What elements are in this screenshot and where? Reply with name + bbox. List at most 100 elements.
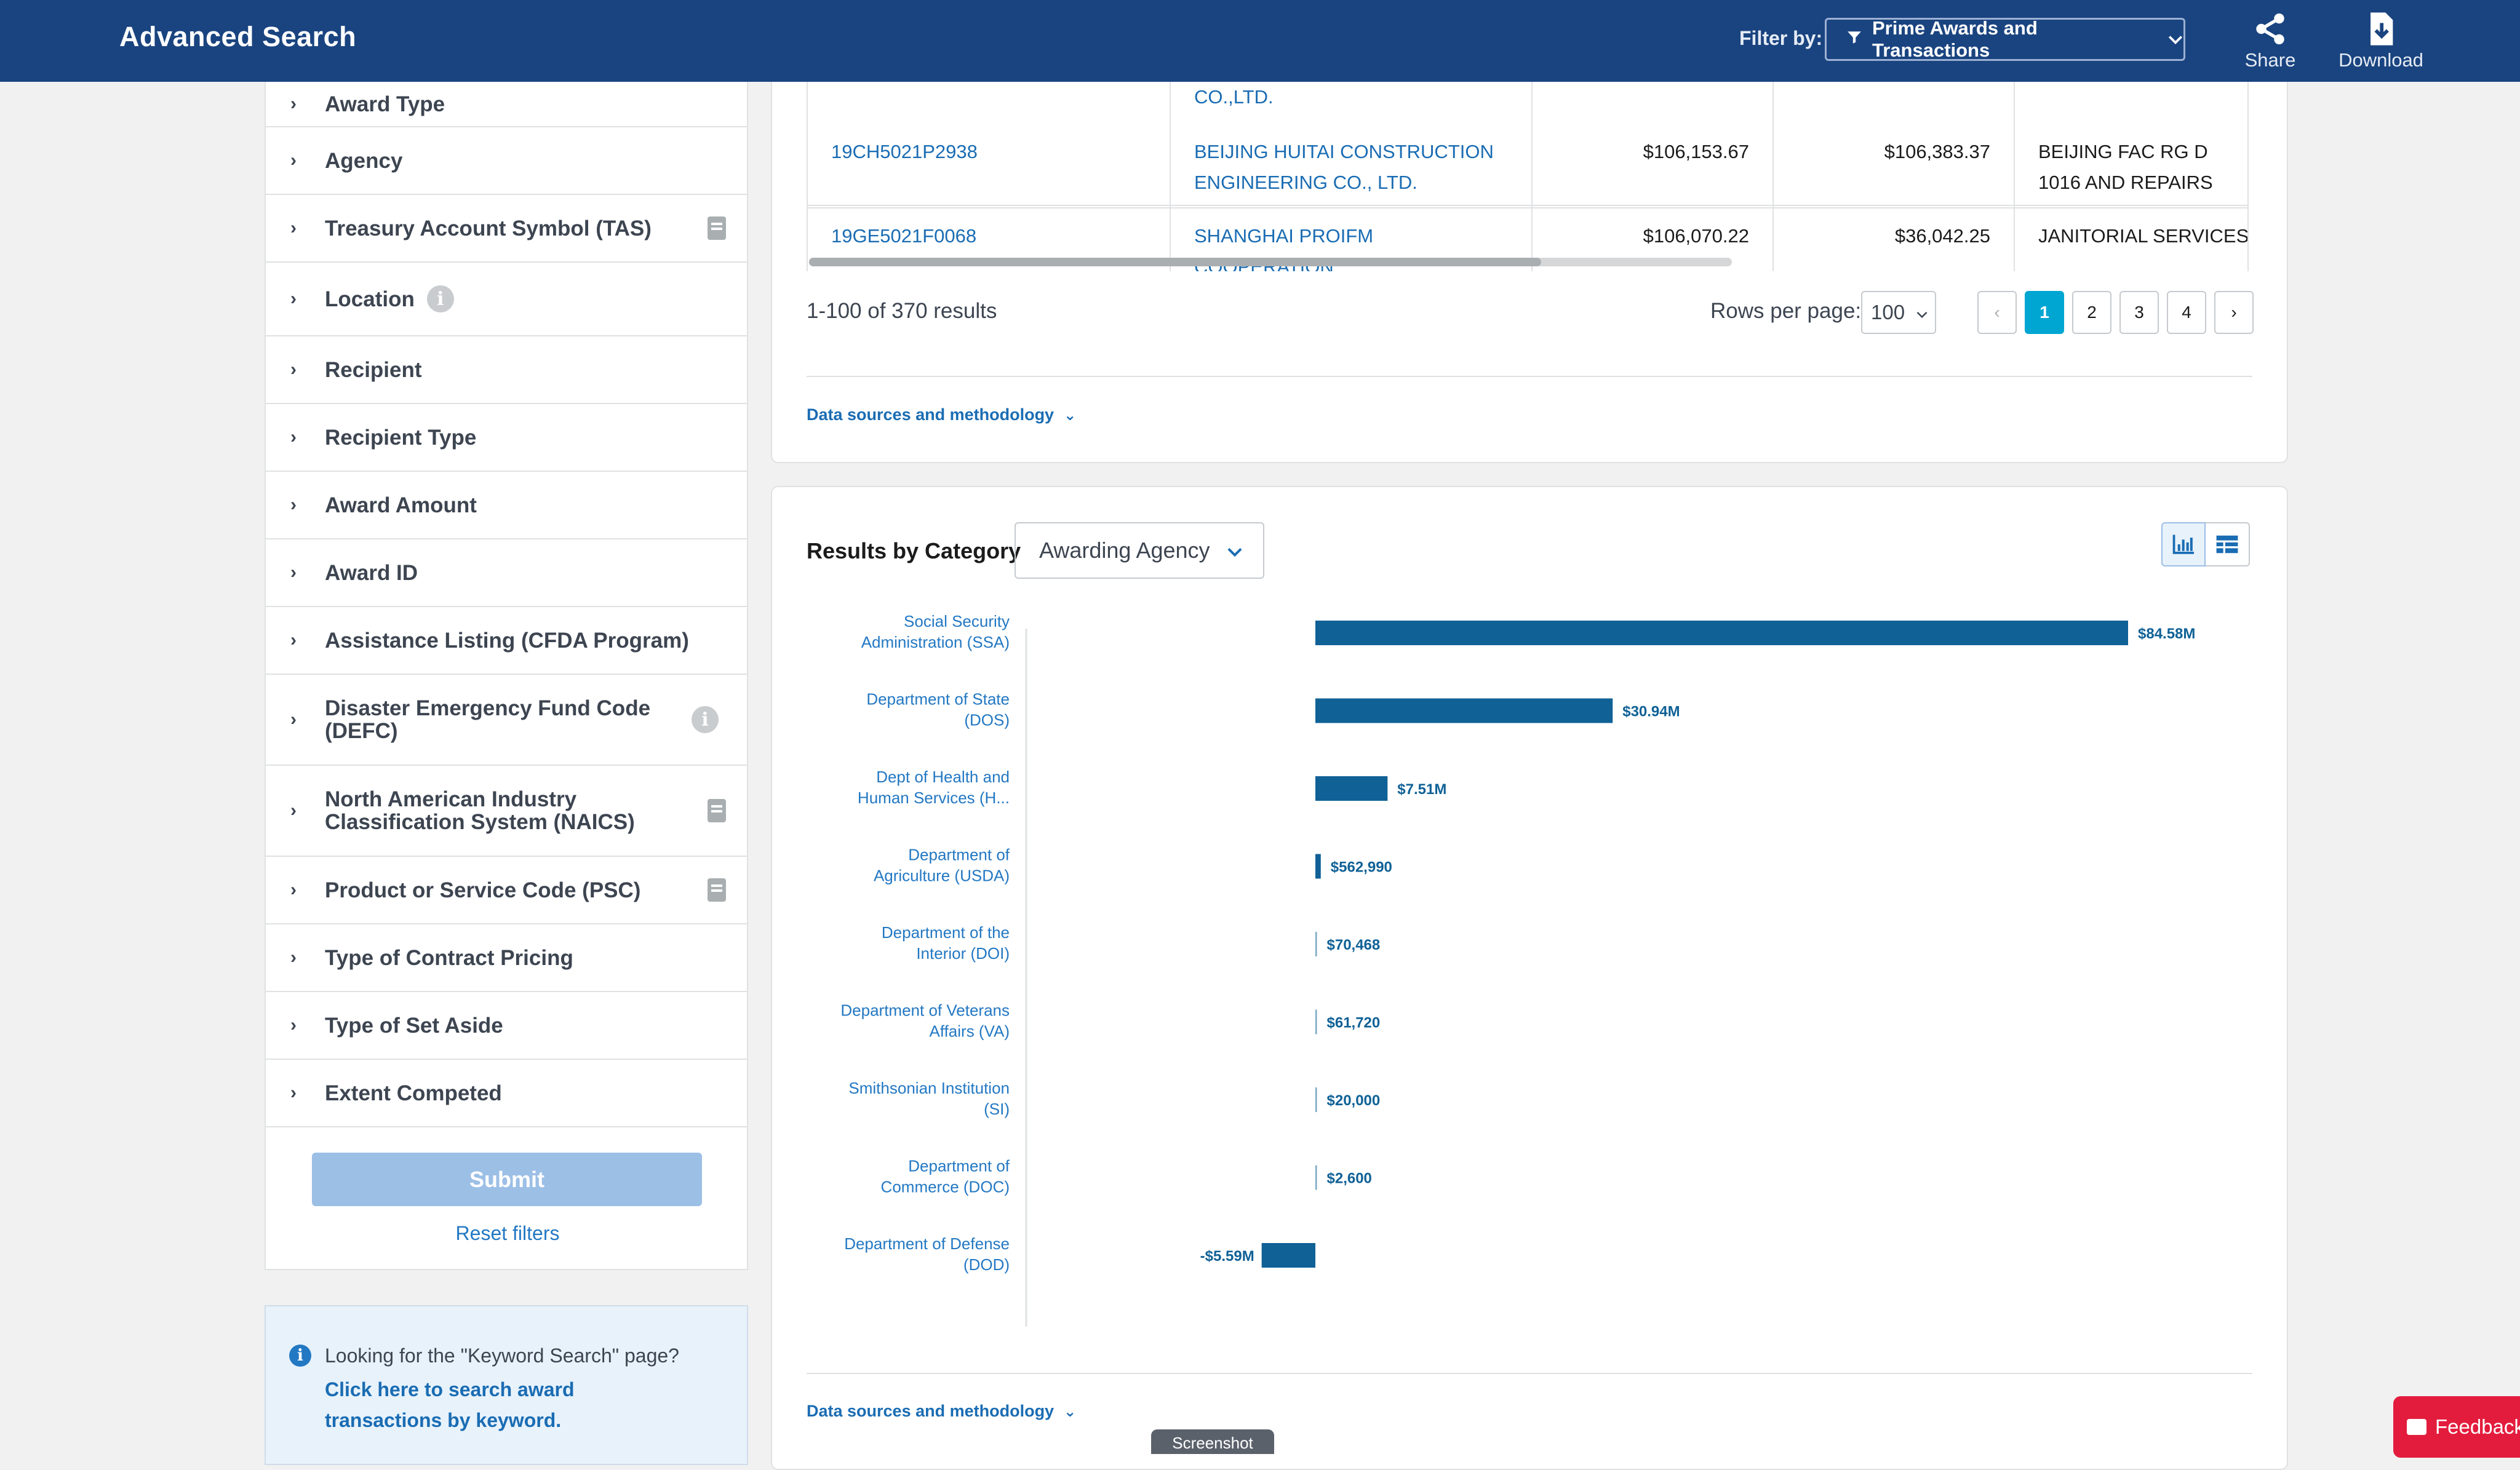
scrollbar-thumb[interactable] [809, 258, 1541, 266]
data-label: $562,990 [1331, 859, 1392, 876]
data-sources-toggle[interactable]: Data sources and methodology ⌄ [807, 405, 1076, 424]
filter-defc[interactable]: › Disaster Emergency Fund Code (DEFC) i [266, 675, 747, 766]
info-icon: i [692, 706, 719, 733]
chart-view-button[interactable] [2161, 522, 2206, 566]
filter-label: Award ID [325, 560, 418, 585]
download-icon [2370, 12, 2393, 46]
page-button-4[interactable]: 4 [2167, 291, 2206, 334]
category-bar-chart: Social Security Administration (SSA) $84.5… [840, 612, 2195, 1327]
bar[interactable] [1315, 854, 1321, 879]
filter-sidebar: › Award Type › Agency › Treasury Account… [265, 82, 748, 1270]
bar[interactable] [1315, 1087, 1317, 1112]
chevron-down-icon: ⌄ [1064, 407, 1077, 424]
bar[interactable] [1315, 1165, 1317, 1190]
filter-naics[interactable]: › North American Industry Classification… [266, 766, 747, 857]
filter-set-aside[interactable]: › Type of Set Aside [266, 992, 747, 1060]
keyword-search-link[interactable]: Click here to search award transactions … [325, 1378, 575, 1431]
bar-chart-icon [2172, 534, 2194, 554]
table-row: 19CH5021P2938 BEIJING HUITAI CONSTRUCTIO… [808, 123, 2247, 209]
filter-tas[interactable]: › Treasury Account Symbol (TAS) [266, 195, 747, 263]
bar[interactable] [1315, 932, 1317, 956]
next-page-button[interactable]: › [2214, 291, 2254, 334]
filter-award-amount[interactable]: › Award Amount [266, 472, 747, 539]
keyword-prompt: Looking for the "Keyword Search" page? [325, 1345, 679, 1367]
filter-award-id[interactable]: › Award ID [266, 539, 747, 607]
category-dropdown-value: Awarding Agency [1039, 538, 1210, 563]
rows-per-page-value: 100 [1871, 301, 1905, 324]
chevron-right-icon: › [2231, 303, 2237, 322]
filter-award-type[interactable]: › Award Type [266, 82, 747, 127]
page-button-2[interactable]: 2 [2072, 291, 2111, 334]
data-label: $70,468 [1327, 937, 1381, 953]
filter-by-label: Filter by: [1739, 27, 1823, 49]
download-button[interactable]: Download [2332, 11, 2430, 71]
filter-label: Award Type [325, 92, 445, 116]
table-view-button[interactable] [2206, 522, 2250, 566]
screenshot-tab[interactable]: Screenshot [1151, 1429, 1274, 1454]
amount-cell: $106,153.67 [1531, 123, 1772, 207]
filter-psc[interactable]: › Product or Service Code (PSC) [266, 857, 747, 924]
page-title: Advanced Search [119, 21, 357, 52]
results-table[interactable]: CO.,LTD. 19CH5021P2938 BEIJING HUITAI CO… [807, 82, 2249, 271]
filter-extent-competed[interactable]: › Extent Competed [266, 1060, 747, 1127]
chevron-right-icon: › [290, 800, 297, 820]
data-sources-toggle[interactable]: Data sources and methodology ⌄ [807, 1402, 1076, 1421]
award-id-link[interactable]: 19GE5021F0068 [831, 225, 977, 247]
category-label[interactable]: Smithsonian Institution (SI) [848, 1079, 1010, 1118]
data-label: $61,720 [1327, 1015, 1381, 1031]
share-button[interactable]: Share [2239, 11, 2301, 71]
bar[interactable] [1315, 621, 2128, 645]
chevron-right-icon: › [290, 947, 297, 967]
category-label[interactable]: Department of Commerce (DOC) [881, 1157, 1010, 1196]
chevron-right-icon: › [290, 218, 297, 238]
category-label[interactable]: Social Security Administration (SSA) [861, 612, 1010, 651]
amount-cell: $106,383.37 [1772, 123, 2014, 207]
filter-recipient-type[interactable]: › Recipient Type [266, 404, 747, 472]
results-count: 1-100 of 370 results [807, 299, 997, 323]
bar[interactable] [1261, 1243, 1315, 1268]
category-dropdown[interactable]: Awarding Agency [1015, 522, 1264, 579]
category-label[interactable]: Department of Veterans Affairs (VA) [840, 1001, 1010, 1041]
share-icon [2256, 13, 2284, 45]
bar[interactable] [1315, 776, 1388, 801]
filter-label: Location [325, 287, 415, 311]
results-table-panel: CO.,LTD. 19CH5021P2938 BEIJING HUITAI CO… [771, 82, 2288, 463]
recipient-link[interactable]: BEIJING HUITAI CONSTRUCTION ENGINEERING … [1170, 123, 1531, 207]
reset-filters-link[interactable]: Reset filters [455, 1222, 560, 1244]
filter-by-value: Prime Awards and Transactions [1872, 17, 2038, 61]
filter-recipient[interactable]: › Recipient [266, 336, 747, 404]
filter-agency[interactable]: › Agency [266, 127, 747, 195]
book-icon [708, 217, 726, 240]
submit-button[interactable]: Submit [312, 1153, 702, 1206]
book-icon [708, 799, 726, 822]
chevron-right-icon: › [290, 1083, 297, 1103]
chevron-right-icon: › [290, 630, 297, 650]
award-id-link[interactable]: 19CH5021P2938 [831, 141, 978, 162]
bar[interactable] [1315, 1009, 1317, 1035]
filter-label: Agency [325, 148, 403, 173]
previous-page-button[interactable]: ‹ [1977, 291, 2017, 334]
data-label: $7.51M [1397, 781, 1446, 798]
keyword-search-callout: i Looking for the "Keyword Search" page?… [265, 1305, 748, 1465]
filter-cfda[interactable]: › Assistance Listing (CFDA Program) [266, 607, 747, 675]
category-label[interactable]: Department of Agriculture (USDA) [874, 846, 1010, 885]
chevron-right-icon: › [290, 359, 297, 379]
filter-location[interactable]: › Location i [266, 263, 747, 336]
page-button-3[interactable]: 3 [2119, 291, 2159, 334]
bar[interactable] [1315, 698, 1613, 723]
filter-contract-pricing[interactable]: › Type of Contract Pricing [266, 924, 747, 992]
category-label[interactable]: Department of Defense (DOD) [844, 1234, 1010, 1274]
filter-by-dropdown[interactable]: Prime Awards and Transactions [1825, 17, 2185, 61]
results-by-category-panel: Results by Category Awarding Agency Soci… [771, 486, 2288, 1470]
rows-per-page-select[interactable]: 100 [1861, 291, 1936, 334]
category-label[interactable]: Department of State (DOS) [866, 690, 1010, 729]
category-label[interactable]: Department of the Interior (DOI) [882, 923, 1010, 963]
filter-funnel-icon [1846, 30, 1862, 50]
feedback-button[interactable]: Feedback [2393, 1396, 2520, 1458]
rows-per-page-label: Rows per page: [1710, 299, 1862, 323]
category-label[interactable]: Dept of Health and Human Services (H... [858, 768, 1010, 807]
chat-bubble-icon [2407, 1419, 2426, 1435]
horizontal-scrollbar[interactable] [809, 258, 1732, 266]
page-button-1[interactable]: 1 [2025, 291, 2064, 334]
chevron-right-icon: › [290, 150, 297, 170]
